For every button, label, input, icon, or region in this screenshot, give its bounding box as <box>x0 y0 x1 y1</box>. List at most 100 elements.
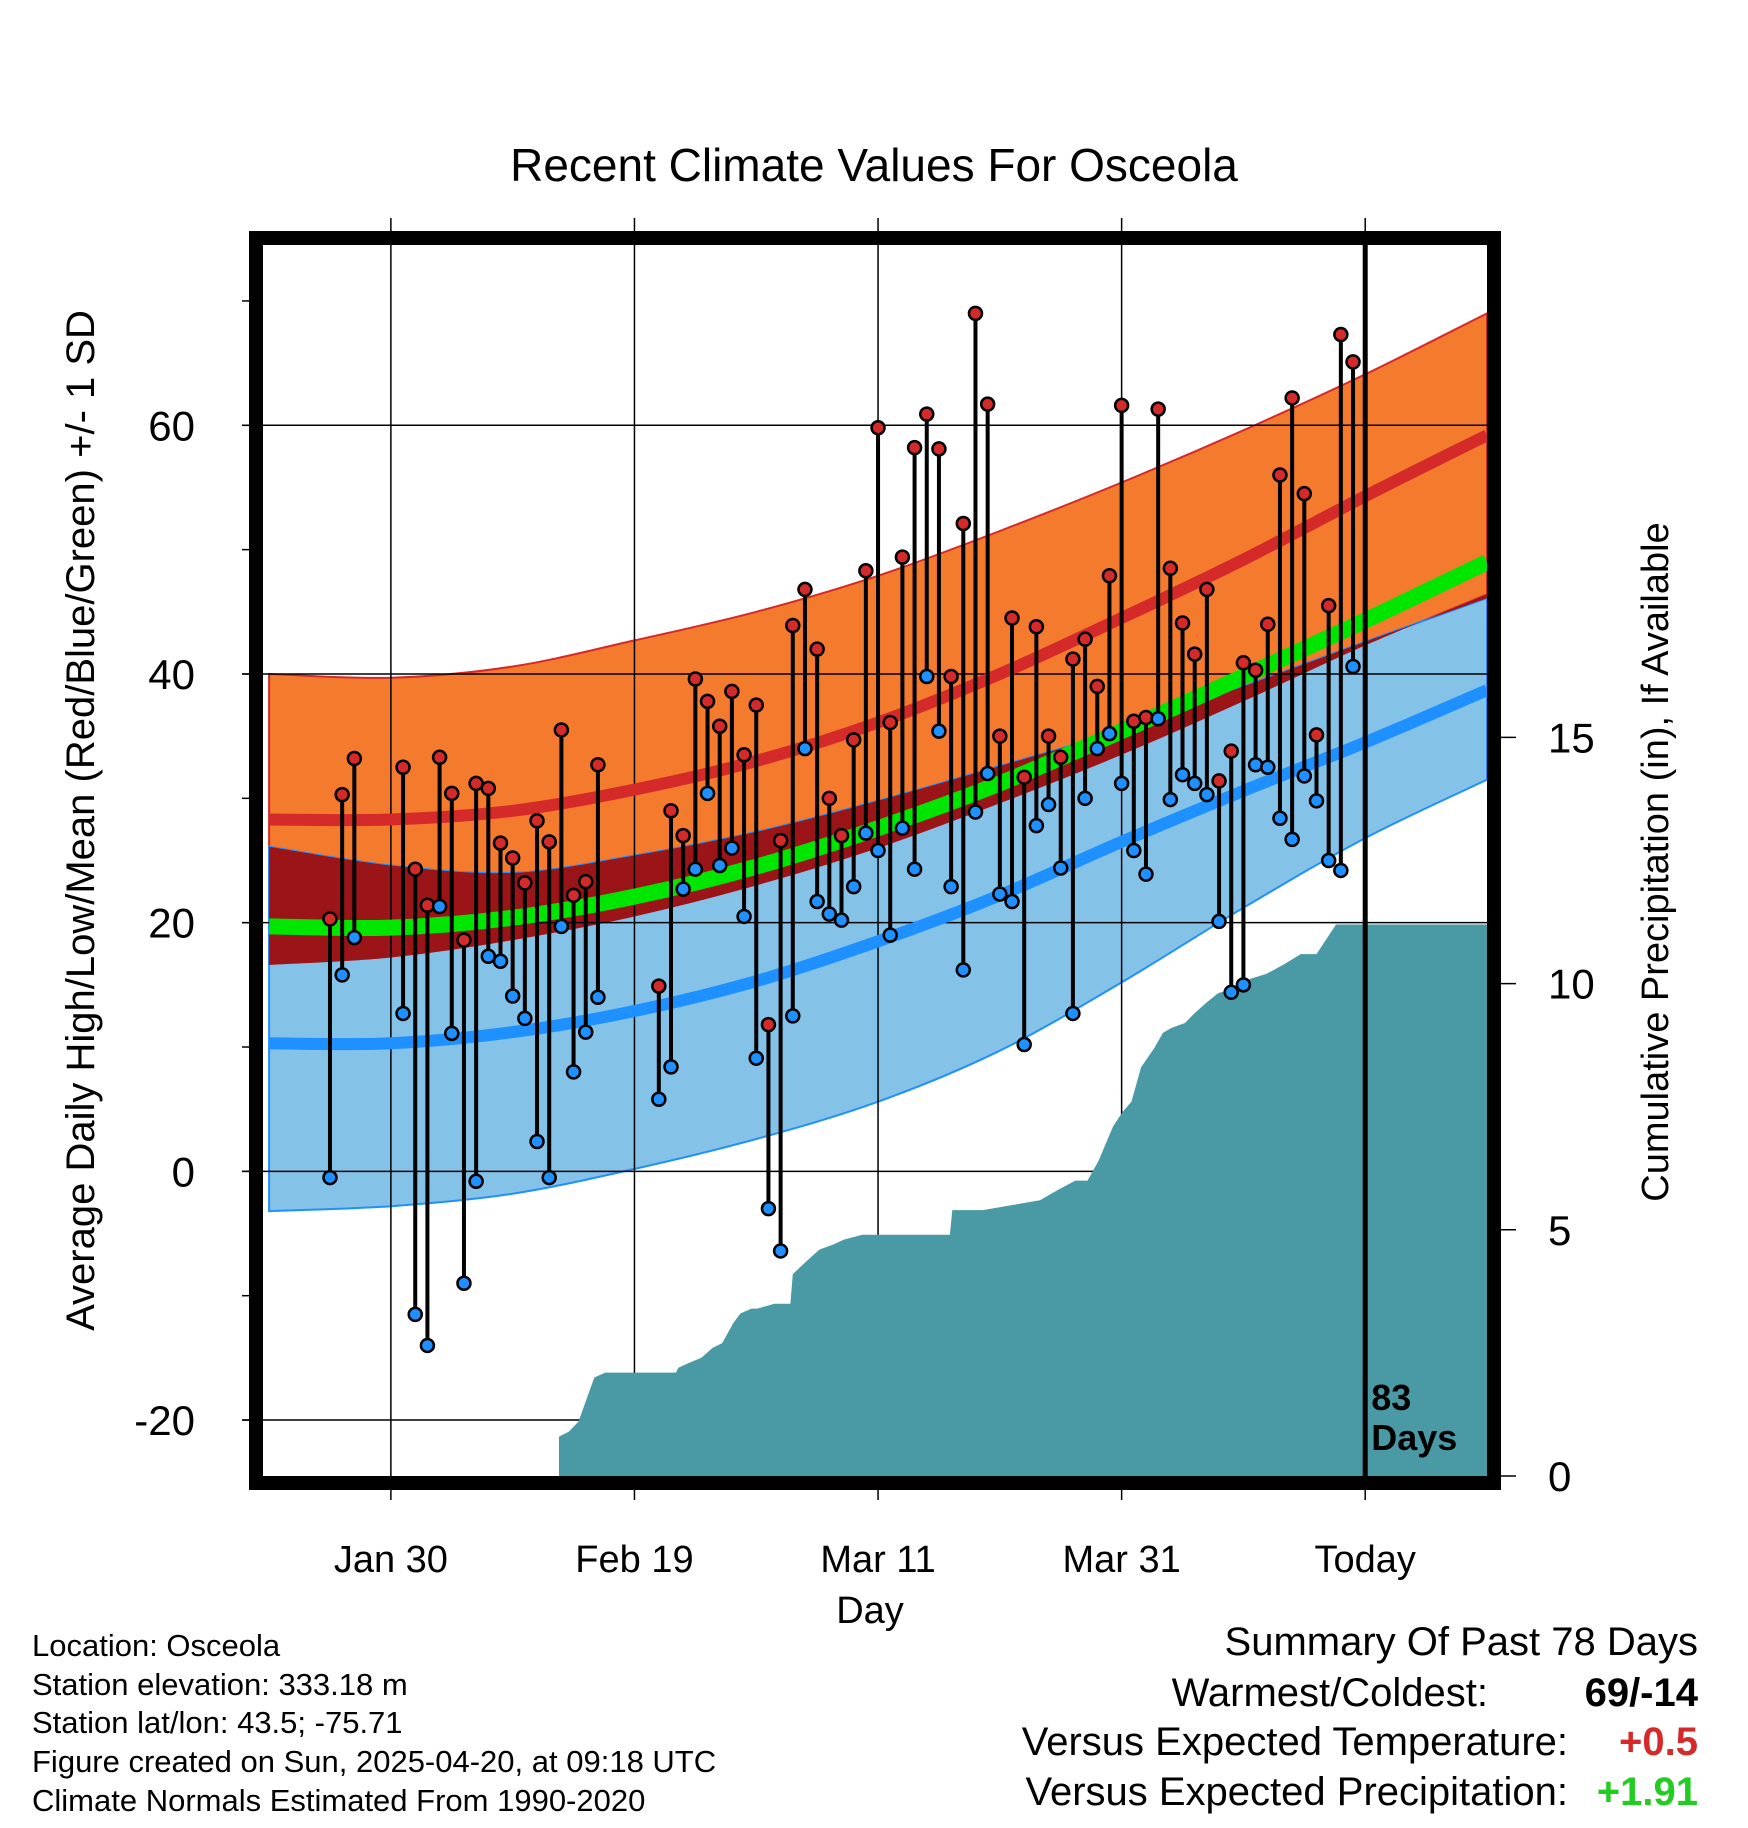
daily-low-point <box>1065 1005 1081 1022</box>
x-tick-label: Feb 19 <box>575 1539 693 1581</box>
daily-low-point <box>687 861 704 877</box>
daily-high-point <box>590 757 606 773</box>
daily-low-point <box>346 929 363 946</box>
left-axis-label: Average Daily High/Low/Mean (Red/Blue/Gr… <box>59 310 103 1331</box>
daily-high-point <box>1296 485 1313 502</box>
daily-low-point <box>492 953 509 969</box>
daily-high-point <box>845 732 862 748</box>
daily-high-point <box>1113 397 1130 414</box>
daily-high-point <box>407 861 423 877</box>
summary-temp-value: +0.5 <box>1619 1720 1698 1764</box>
daily-low-point <box>1272 810 1288 826</box>
daily-high-point <box>906 439 923 456</box>
daily-low-point <box>1308 793 1325 809</box>
today-days-label: Days <box>1371 1417 1457 1458</box>
daily-low-point <box>1016 1036 1032 1053</box>
daily-high-point <box>1186 646 1203 662</box>
daily-low-point <box>1113 775 1130 792</box>
daily-low-point <box>772 1243 789 1259</box>
daily-low-point <box>1235 977 1252 993</box>
daily-high-point <box>322 911 338 927</box>
daily-high-point <box>724 683 740 700</box>
daily-low-point <box>931 723 947 739</box>
daily-high-point <box>444 785 460 802</box>
daily-high-point <box>1199 581 1215 598</box>
footer-elevation: Station elevation: 333.18 m <box>32 1667 408 1702</box>
daily-low-point <box>456 1275 472 1292</box>
daily-low-point <box>1028 817 1045 834</box>
plot-frame <box>249 231 1501 1490</box>
y-tick-label: 60 <box>148 402 195 449</box>
daily-high-point <box>1077 631 1093 647</box>
daily-high-point <box>529 812 545 829</box>
daily-low-point <box>444 1025 460 1042</box>
daily-low-point <box>1101 725 1118 742</box>
daily-high-point <box>1101 568 1118 584</box>
daily-high-point <box>955 515 972 532</box>
daily-high-point <box>1247 662 1264 679</box>
daily-high-point <box>1004 610 1020 626</box>
chart-title: Recent Climate Values For Osceola <box>510 139 1238 191</box>
daily-high-point <box>1284 390 1300 406</box>
summary-precip-label: Versus Expected Precipitation: <box>1025 1770 1568 1814</box>
daily-low-point <box>1162 791 1179 808</box>
daily-high-point <box>504 850 521 866</box>
daily-low-point <box>797 740 813 757</box>
daily-high-point <box>517 875 533 891</box>
daily-high-point <box>821 790 838 807</box>
daily-high-point <box>931 441 947 457</box>
summary-temp-label: Versus Expected Temperature: <box>1021 1720 1568 1764</box>
footer-location: Location: Osceola <box>32 1628 281 1663</box>
daily-low-point <box>1077 790 1093 807</box>
x-tick-label: Today <box>1315 1539 1416 1581</box>
plot-area <box>263 245 1487 1476</box>
daily-low-point <box>1040 796 1057 813</box>
daily-high-point <box>1211 773 1227 789</box>
daily-high-point <box>1333 326 1349 343</box>
daily-low-point <box>1174 766 1191 783</box>
daily-high-point <box>1174 615 1191 631</box>
daily-high-point <box>456 932 472 948</box>
y-tick-label: 0 <box>172 1148 195 1195</box>
daily-low-point <box>1211 913 1227 930</box>
daily-low-point <box>1150 710 1166 727</box>
daily-low-point <box>663 1059 679 1075</box>
daily-high-point <box>431 749 448 766</box>
precip-tick-label: 0 <box>1548 1453 1571 1500</box>
daily-high-point <box>346 750 363 767</box>
daily-low-point <box>858 825 874 841</box>
daily-high-point <box>833 827 850 844</box>
daily-high-point <box>480 780 497 797</box>
daily-high-point <box>553 722 570 738</box>
daily-high-point <box>1260 616 1276 632</box>
today-count-label: 83 <box>1371 1377 1411 1418</box>
daily-high-point <box>919 406 935 422</box>
daily-low-point <box>894 820 911 836</box>
precip-tick-label: 10 <box>1548 961 1595 1008</box>
footer-normals: Climate Normals Estimated From 1990-2020 <box>32 1783 646 1818</box>
daily-low-point <box>906 861 923 877</box>
daily-high-point <box>577 873 594 890</box>
daily-low-point <box>760 1200 777 1217</box>
daily-low-point <box>517 1010 533 1027</box>
daily-low-point <box>407 1306 423 1323</box>
daily-low-point <box>967 804 984 820</box>
daily-low-point <box>1320 852 1337 869</box>
daily-high-point <box>1320 597 1337 614</box>
daily-high-point <box>992 728 1008 744</box>
daily-low-point <box>845 878 862 895</box>
daily-high-point <box>1308 727 1325 743</box>
footer-latlon: Station lat/lon: 43.5; -75.71 <box>32 1705 403 1740</box>
daily-low-point <box>675 881 691 897</box>
daily-high-point <box>979 396 996 412</box>
daily-low-point <box>736 908 752 925</box>
daily-low-point <box>1004 893 1020 910</box>
daily-low-point <box>504 988 521 1004</box>
daily-low-point <box>919 668 935 685</box>
daily-high-point <box>894 549 911 565</box>
daily-high-point <box>760 1016 777 1033</box>
daily-low-point <box>785 1008 801 1024</box>
daily-low-point <box>590 989 606 1006</box>
daily-high-point <box>882 714 898 731</box>
